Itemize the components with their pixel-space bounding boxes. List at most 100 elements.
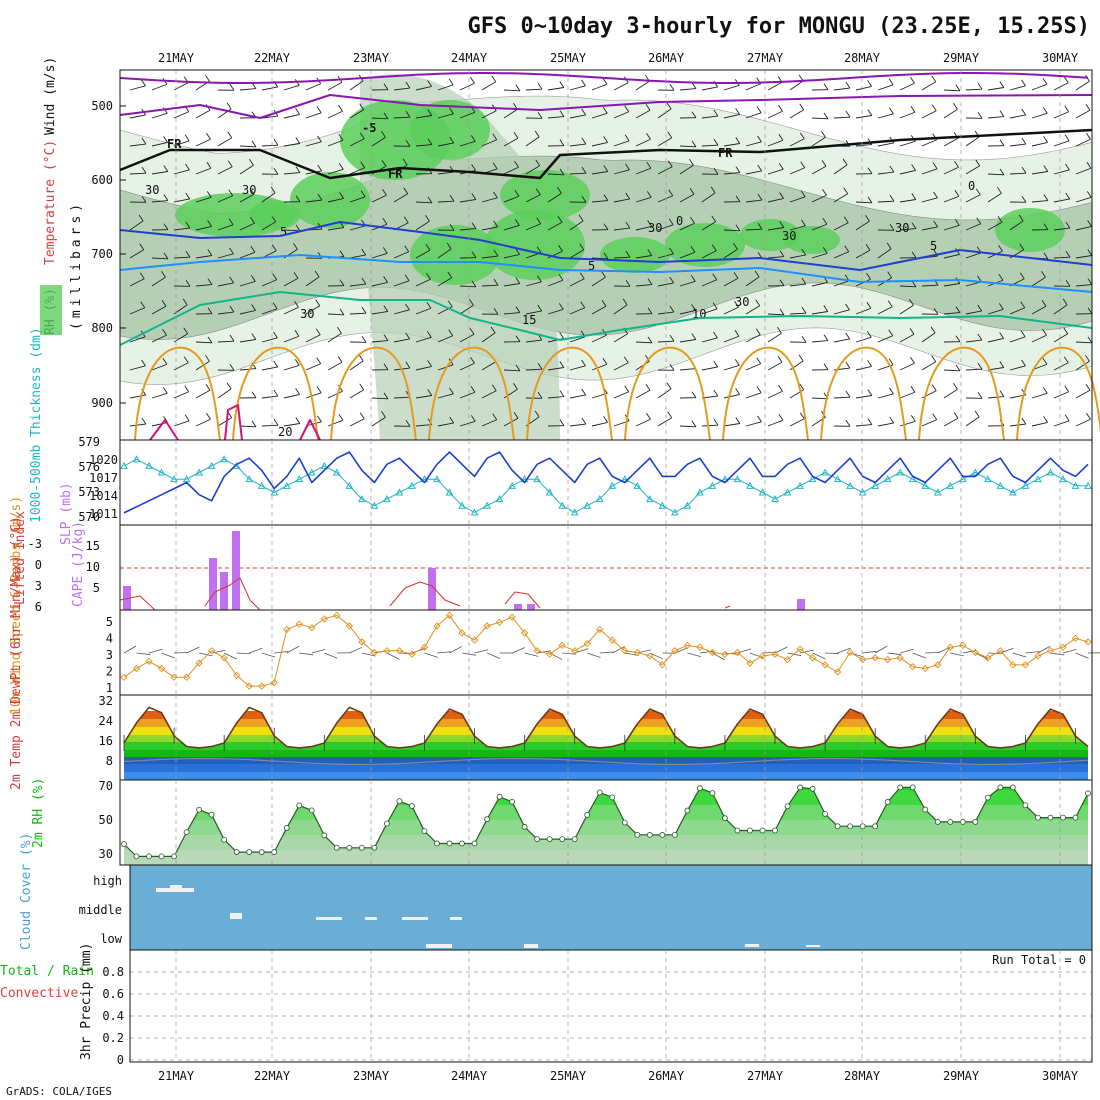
wind-barb [305,112,322,119]
wind-barb [305,305,320,315]
rh-point [434,840,440,847]
wind-speed-point [1009,661,1017,669]
wind-barb-flag [359,412,365,419]
temp-band [124,727,1088,735]
wind-barb-flag [1064,414,1070,422]
wind-barb [1009,307,1025,315]
contour-label: FR [167,137,182,151]
panel-frame [119,439,1093,526]
wind-barb-flag [381,159,387,167]
wind-barb [129,249,144,259]
wind-barb-flag [1063,76,1069,83]
wind-barb [305,199,322,203]
wind-barb-flag [471,222,477,229]
wind-barb-flag [977,304,983,312]
wind-barb-flag [932,162,938,170]
wind-barb [261,192,276,203]
surface-wind-barb [1000,647,1014,654]
wind-barb-flag [691,82,697,89]
wind-barb [371,311,388,315]
thickness-point [332,468,341,476]
rh-point [409,803,415,809]
rh-point [183,829,190,836]
wind-barb [371,340,388,343]
rh-point [671,831,678,838]
rh-green-patch [290,172,370,228]
wind-speed-point [220,654,228,662]
wind-barb [151,257,169,260]
wind-barb-flag [449,194,455,202]
wind-barb-flag [1042,358,1048,365]
wind-speed-point [157,664,166,673]
wind-barb-flag [845,332,851,340]
wind-barb [899,169,916,175]
wind-barb [657,195,673,203]
contour-label: FR [718,146,733,160]
wind-speed-point [358,638,366,646]
wind-barb [965,310,982,315]
pressure-tick-label: 600 [91,173,113,187]
wind-barb [195,418,211,427]
wind-barb [349,167,365,175]
wind-barb-flag [778,134,784,141]
wind-barb-flag [779,192,784,199]
wind-barb [547,367,564,371]
rh-point [371,844,378,851]
wind-barb [481,284,499,287]
wind-barb [525,223,541,231]
wind-barb [811,117,829,120]
rh-point [1009,784,1016,791]
rh-point [271,849,278,855]
wind-barb-flag [777,327,782,334]
rh-point [747,827,753,834]
wind-speed-point [583,640,591,648]
rh-point [872,823,879,830]
wind-speed-point [120,673,128,681]
thickness-point [170,475,178,483]
wind-barb [723,248,738,259]
wind-barb-flag [382,218,388,225]
wind-barb-flag [360,161,366,168]
wind-barb [459,111,476,119]
surface-wind-barb [324,652,338,659]
wind-barb-flag [843,216,849,223]
wind-barb [723,393,740,399]
wind-barb-flag [977,82,983,90]
wind-barb [569,307,585,315]
lifted-index-tick-label: 3 [35,579,42,593]
wind-barb-flag [712,273,718,280]
wind-barb [415,278,431,287]
wind-barb [503,224,520,231]
wind-speed-point [934,661,942,669]
thickness-point [458,501,466,509]
wind-barb [1031,83,1048,91]
wind-barb-flag [734,359,740,366]
wind-barb [261,308,278,315]
thickness-point [771,495,779,503]
wind-barb-flag [889,165,895,173]
lifted-index-tick-label: -3 [28,537,42,551]
wind-barb [943,283,960,287]
wind-barb-flag [690,216,695,224]
wind-barb-flag [801,219,806,227]
wind-barb-flag [603,416,608,423]
rh-point [421,828,428,835]
wind-barb-flag [427,360,432,367]
wind-speed-point [621,647,629,655]
wind-barb-flag [955,364,961,372]
wind-barb-flag [1065,163,1070,171]
wind-barb-flag [227,160,233,167]
wind-speed-point [258,682,266,690]
wind-speed-point [408,650,416,658]
wind-barb [701,424,719,427]
temp-tick-label: 24 [99,714,113,728]
rh-point [1072,814,1079,821]
rh-point [959,819,966,825]
wind-barb-flag [559,419,565,426]
wind-barb [239,251,256,259]
wind-barb [151,83,168,91]
thickness-point [370,501,379,509]
wind-barb-flag [491,75,497,83]
wind-barb [679,425,697,428]
wind-barb [965,416,980,427]
